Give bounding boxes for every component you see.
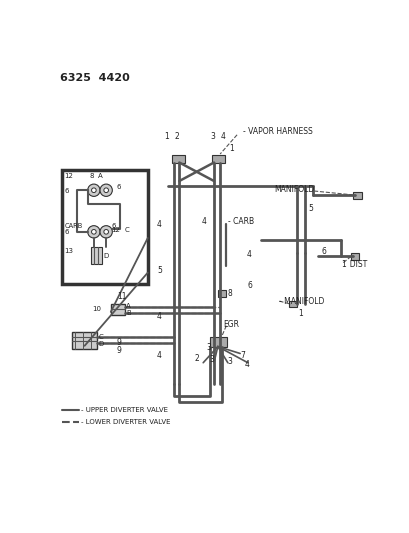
- Text: 1: 1: [340, 260, 345, 269]
- Text: 13: 13: [65, 248, 73, 254]
- Text: 3: 3: [206, 343, 211, 352]
- Bar: [212, 155, 224, 163]
- Circle shape: [103, 188, 108, 192]
- Text: D: D: [98, 341, 103, 347]
- Text: 4: 4: [201, 216, 206, 225]
- Bar: [90, 247, 101, 264]
- Text: CARB: CARB: [65, 223, 83, 229]
- Circle shape: [88, 184, 100, 196]
- Text: 7: 7: [240, 351, 245, 360]
- Text: 4: 4: [247, 251, 252, 260]
- Text: 3: 3: [210, 132, 214, 141]
- Circle shape: [88, 225, 100, 238]
- Text: 8: 8: [227, 289, 232, 298]
- Text: MANIFOLD: MANIFOLD: [273, 185, 313, 194]
- Bar: [217, 289, 225, 297]
- Text: - UPPER DIVERTER VALVE: - UPPER DIVERTER VALVE: [81, 407, 167, 414]
- Text: 5: 5: [157, 266, 162, 275]
- Text: 4: 4: [157, 220, 162, 229]
- Text: - LOWER DIVERTER VALVE: - LOWER DIVERTER VALVE: [81, 419, 170, 425]
- Text: EGR: EGR: [222, 320, 238, 329]
- Bar: [110, 304, 124, 315]
- Text: - CARB: - CARB: [227, 216, 253, 225]
- Text: 6: 6: [321, 247, 326, 256]
- Bar: [352, 192, 361, 199]
- Text: - VAPOR HARNESS: - VAPOR HARNESS: [243, 127, 312, 136]
- Text: 4: 4: [244, 360, 249, 369]
- Text: 6: 6: [65, 229, 69, 235]
- Text: 2: 2: [194, 353, 199, 362]
- Text: 11: 11: [117, 292, 126, 301]
- Bar: [350, 253, 358, 260]
- Text: 6: 6: [111, 223, 116, 229]
- Text: 1: 1: [298, 309, 303, 318]
- Text: 6: 6: [65, 188, 69, 194]
- Text: 6: 6: [117, 184, 121, 190]
- Text: 3: 3: [209, 355, 214, 364]
- Text: 4: 4: [157, 312, 162, 321]
- Circle shape: [100, 225, 112, 238]
- Text: 8: 8: [89, 173, 94, 180]
- Text: 6325  4420: 6325 4420: [60, 73, 129, 83]
- Text: 9: 9: [117, 346, 121, 355]
- Text: 1: 1: [164, 132, 169, 141]
- Text: A: A: [97, 173, 102, 180]
- Text: 2: 2: [174, 132, 179, 141]
- Text: 4: 4: [220, 132, 225, 141]
- Text: C: C: [98, 334, 103, 340]
- Text: DIST: DIST: [344, 260, 366, 269]
- Text: B: B: [126, 310, 130, 317]
- Bar: [210, 337, 227, 346]
- Text: 10: 10: [92, 306, 101, 312]
- Circle shape: [91, 230, 96, 234]
- Bar: [289, 301, 297, 308]
- Text: 5: 5: [308, 204, 313, 213]
- Text: 9: 9: [117, 338, 121, 347]
- Text: 6: 6: [247, 281, 252, 290]
- Bar: [61, 170, 147, 284]
- Circle shape: [100, 184, 112, 196]
- Circle shape: [91, 188, 96, 192]
- Text: A: A: [126, 303, 130, 309]
- Text: 3: 3: [227, 357, 232, 366]
- Bar: [72, 332, 97, 349]
- Text: 1: 1: [229, 144, 234, 153]
- Text: D: D: [103, 254, 109, 260]
- Bar: [172, 155, 184, 163]
- Text: 12: 12: [111, 227, 120, 233]
- Text: 4: 4: [157, 351, 162, 360]
- Text: 12: 12: [65, 173, 73, 180]
- Text: C: C: [124, 227, 129, 233]
- Text: - MANIFOLD: - MANIFOLD: [279, 297, 324, 305]
- Circle shape: [103, 230, 108, 234]
